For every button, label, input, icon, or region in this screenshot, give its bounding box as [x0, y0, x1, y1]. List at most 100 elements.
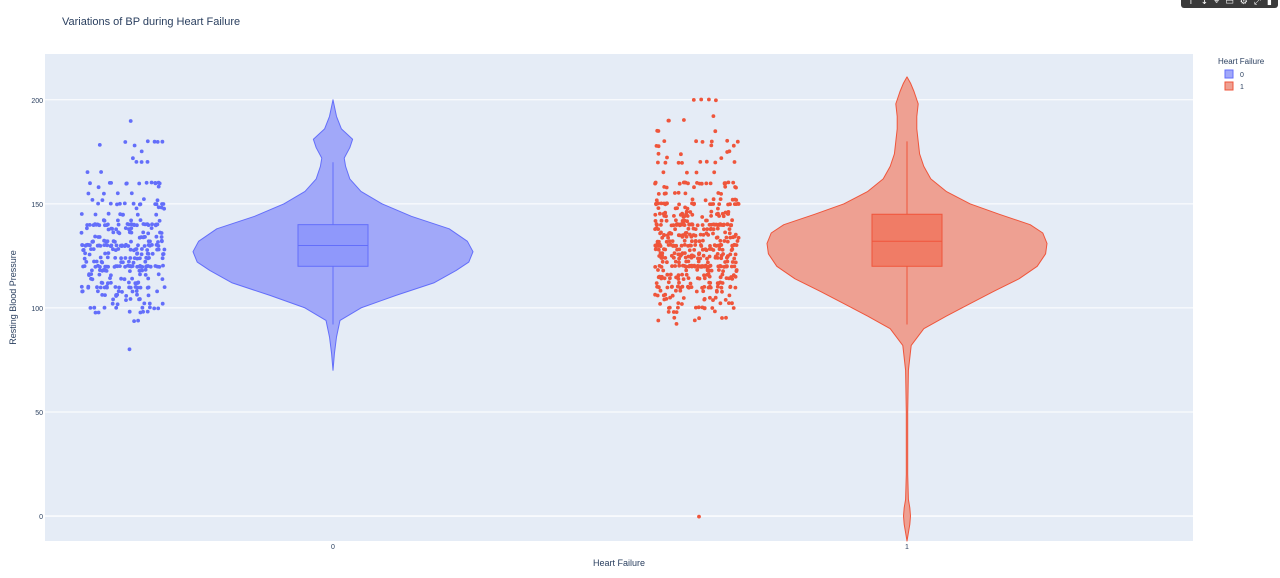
- autoscale-icon[interactable]: ⤢: [1253, 0, 1262, 7]
- data-point: [134, 247, 139, 251]
- data-point: [704, 181, 709, 186]
- data-point: [708, 295, 712, 300]
- data-point: [130, 289, 135, 294]
- data-point: [676, 160, 681, 165]
- data-point: [665, 260, 669, 265]
- data-point: [87, 223, 92, 227]
- data-point: [724, 315, 728, 320]
- data-point: [725, 239, 730, 244]
- data-point: [142, 197, 146, 202]
- box-select-icon[interactable]: ▭: [1225, 0, 1234, 7]
- data-point: [132, 223, 137, 228]
- data-point: [137, 297, 142, 302]
- data-point: [677, 202, 681, 207]
- data-point: [126, 222, 131, 227]
- data-point: [718, 197, 723, 202]
- data-point: [690, 197, 695, 202]
- settings-icon[interactable]: ⚙: [1239, 0, 1248, 7]
- data-point: [86, 284, 91, 289]
- data-point: [100, 260, 105, 265]
- data-point: [114, 305, 119, 310]
- data-point: [88, 306, 93, 310]
- data-point: [111, 230, 116, 235]
- data-point: [140, 247, 144, 251]
- zoom-icon[interactable]: ⌖: [1214, 0, 1220, 7]
- data-point: [137, 202, 142, 207]
- legend-label: 1: [1240, 84, 1244, 91]
- legend-item-0[interactable]: 0: [1224, 69, 1244, 79]
- data-point: [674, 244, 678, 248]
- data-point: [88, 181, 92, 186]
- data-point: [135, 212, 140, 217]
- data-point: [676, 233, 681, 238]
- data-point: [156, 247, 161, 252]
- data-point: [123, 256, 128, 260]
- data-point: [692, 202, 696, 207]
- data-point: [679, 252, 684, 257]
- data-point: [126, 259, 131, 264]
- data-point: [160, 301, 165, 306]
- data-point: [114, 264, 118, 268]
- data-point: [148, 239, 152, 244]
- x-tick-label: 0: [331, 544, 335, 551]
- data-point: [711, 298, 715, 302]
- data-point: [128, 297, 133, 301]
- data-point: [663, 202, 668, 207]
- data-point: [693, 243, 698, 247]
- data-point: [138, 264, 143, 268]
- legend-item-1[interactable]: 1: [1224, 81, 1244, 91]
- data-point: [717, 247, 722, 252]
- data-point: [114, 293, 118, 297]
- data-point: [698, 232, 703, 237]
- legend-swatch: [1224, 69, 1234, 79]
- data-point: [109, 280, 113, 285]
- data-point: [145, 139, 150, 144]
- data-point: [661, 293, 666, 298]
- download-icon[interactable]: ↓: [1200, 0, 1209, 7]
- data-point: [116, 289, 121, 294]
- data-point: [127, 309, 132, 314]
- data-point: [161, 202, 166, 206]
- data-point: [137, 235, 142, 240]
- data-point: [669, 253, 674, 258]
- data-point: [724, 235, 729, 240]
- pan-up-icon[interactable]: ↑: [1187, 0, 1195, 7]
- data-point: [724, 276, 729, 280]
- data-point: [149, 180, 154, 185]
- data-point: [132, 319, 137, 323]
- data-point: [676, 222, 681, 227]
- data-point: [80, 289, 85, 294]
- data-point: [138, 272, 142, 277]
- data-point: [702, 276, 707, 281]
- data-point: [670, 239, 675, 244]
- data-point: [115, 302, 120, 307]
- data-point: [141, 230, 146, 235]
- data-point: [681, 277, 686, 281]
- data-point: [656, 318, 661, 323]
- data-point: [80, 243, 85, 248]
- data-point: [662, 139, 667, 144]
- data-point: [715, 252, 720, 256]
- data-point: [655, 239, 660, 244]
- plotly-logo-icon[interactable]: ▮: [1267, 0, 1272, 7]
- data-point: [145, 160, 150, 164]
- data-point: [728, 252, 733, 257]
- data-point: [734, 268, 739, 272]
- series-1: [653, 76, 1048, 542]
- data-point: [675, 247, 679, 252]
- data-point: [684, 209, 689, 214]
- data-point: [115, 191, 120, 196]
- data-point: [728, 202, 732, 207]
- data-point: [134, 289, 139, 293]
- data-point: [699, 243, 703, 247]
- data-point: [720, 247, 725, 252]
- data-point: [90, 268, 94, 273]
- data-point: [716, 211, 720, 216]
- data-point: [697, 251, 701, 256]
- data-point: [701, 238, 705, 243]
- data-point: [733, 285, 738, 290]
- data-point: [718, 238, 723, 243]
- data-point: [150, 222, 155, 227]
- data-point: [714, 98, 718, 103]
